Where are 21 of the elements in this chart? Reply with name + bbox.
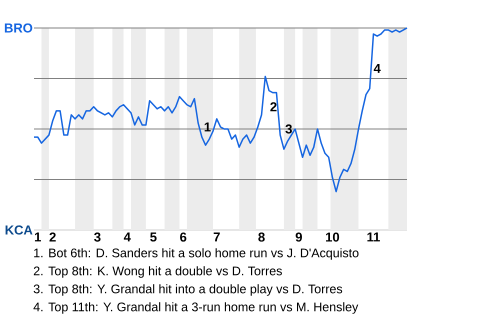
x-tick-label: 11 — [367, 232, 380, 242]
x-tick-label: 4 — [124, 232, 131, 242]
x-tick-label: 6 — [180, 232, 186, 242]
annotation: 3 — [285, 124, 292, 134]
x-tick-label: 5 — [150, 232, 157, 242]
annotation: 2 — [270, 102, 277, 112]
x-tick-label: 2 — [50, 232, 56, 242]
x-tick-label: 8 — [258, 232, 265, 242]
text: 2. Top 8th: K. Wong hit a double vs D. Torres — [34, 266, 282, 278]
x-tick-label: 9 — [296, 232, 302, 242]
x-tick-label: 7 — [214, 232, 220, 242]
text: KCA — [6, 225, 32, 235]
text: 4. Top 11th: Y. Grandal hit a 3-run home run vs M. Hensley — [33, 302, 358, 314]
x-tick-label: 1 — [34, 232, 41, 242]
annotation: 4 — [374, 64, 381, 73]
text: BRO — [4, 23, 32, 33]
x-tick-label: 10 — [326, 232, 340, 242]
text: 1. Bot 6th: D. Sanders hit a solo home run vs J. D'Acquisto — [34, 248, 359, 260]
x-tick-label: 3 — [94, 232, 101, 242]
text: 3. Top 8th: Y. Grandal hit into a double play vs D. Torres — [34, 284, 342, 296]
annotation: 1 — [204, 122, 211, 132]
